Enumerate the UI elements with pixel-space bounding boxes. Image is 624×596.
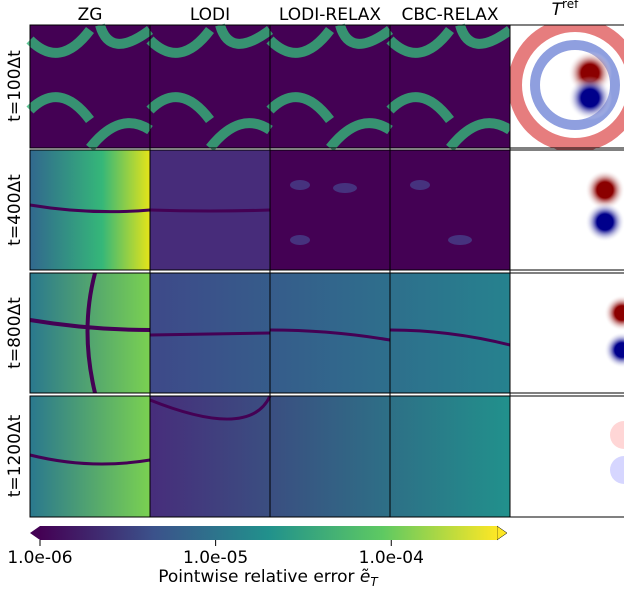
row-label: t=1200Δt [5,414,25,497]
colorbar-extend-high [496,525,508,541]
colorbar-symbol: ẽ [360,567,370,587]
column-titles: ZG LODI LODI-RELAX CBC-RELAX [78,5,499,25]
column-title: LODI-RELAX [279,5,382,25]
column-title: ZG [78,5,103,25]
row-label: t=400Δt [5,174,25,246]
colorbar-label-text: Pointwise relative error [158,567,354,587]
colorbar-subscript: T [370,575,379,589]
row-1 [26,23,624,152]
row-label: t=800Δt [5,297,25,369]
column-title: LODI [190,5,230,25]
colorbar-tick-label: 1.0e-06 [7,548,72,568]
ref-title: Tref [552,0,579,20]
row-2 [29,150,624,270]
colorbar-extend-low [30,526,40,540]
row-3 [29,272,624,394]
colorbar-tick-label: 1.0e-04 [359,548,424,568]
colorbar-ticks: 1.0e-06 1.0e-05 1.0e-04 [7,540,424,568]
row-4 [29,395,624,517]
row-label: t=100Δt [5,50,25,122]
colorbar [40,526,497,540]
ref-superscript: ref [562,0,579,11]
column-title: CBC-RELAX [402,5,499,25]
colorbar-tick-label: 1.0e-05 [183,548,248,568]
row-labels: t=100Δt t=400Δt t=800Δt t=1200Δt [5,50,25,497]
colorbar-label: Pointwise relative error ẽT [158,567,379,589]
ref-symbol: T [552,0,564,20]
panels [26,23,624,518]
